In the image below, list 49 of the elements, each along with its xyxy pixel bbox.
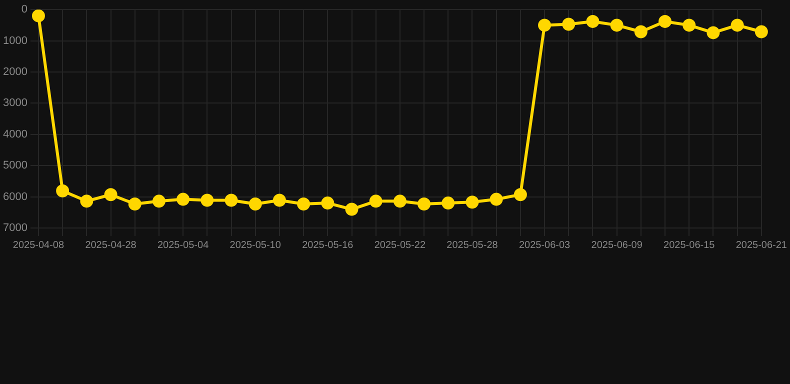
point — [321, 196, 334, 210]
point — [754, 25, 768, 38]
y-tick-label: 2000 — [2, 66, 28, 78]
point — [272, 194, 286, 207]
point — [297, 197, 310, 210]
point — [224, 194, 238, 207]
point — [658, 14, 672, 28]
y-tick-label: 6000 — [2, 190, 28, 203]
x-tick-label: 2025-04-28 — [85, 240, 137, 251]
x-tick-label: 2025-05-28 — [446, 240, 498, 251]
point — [418, 197, 431, 210]
point — [104, 188, 118, 202]
point — [442, 196, 455, 210]
point — [514, 188, 527, 202]
point — [730, 18, 744, 32]
point — [152, 194, 166, 208]
point — [393, 194, 406, 208]
point — [345, 202, 358, 216]
x-tick-label: 2025-05-10 — [230, 240, 282, 251]
x-tick-label: 2025-04-08 — [12, 240, 64, 251]
y-tick-label: 4000 — [2, 128, 28, 140]
point — [490, 192, 503, 206]
x-tick-label: 2025-05-04 — [157, 240, 210, 251]
y-tick-label: 3000 — [2, 97, 28, 110]
x-tick-label: 2025-06-21 — [736, 240, 788, 251]
point — [369, 194, 382, 208]
point — [200, 194, 214, 207]
x-tick-label: 2025-05-16 — [302, 240, 354, 251]
y-tick-label: 5000 — [2, 160, 28, 172]
x-tick-label: 2025-06-09 — [591, 240, 643, 251]
point — [562, 18, 576, 31]
y-tick-label: 7000 — [2, 222, 28, 234]
x-tick-label: 2025-06-03 — [518, 240, 571, 251]
point — [610, 18, 624, 32]
point — [586, 14, 600, 28]
x-tick-label: 2025-06-15 — [664, 240, 716, 251]
y-tick-label: 0 — [21, 4, 28, 16]
point — [80, 194, 94, 208]
point — [56, 184, 70, 198]
point — [706, 26, 720, 40]
point — [538, 18, 552, 32]
point — [466, 196, 479, 209]
point — [248, 197, 262, 210]
x-tick-label: 2025-05-22 — [374, 240, 426, 251]
point — [682, 18, 696, 32]
point — [176, 192, 190, 206]
point — [634, 25, 648, 38]
y-tick-label: 1000 — [2, 34, 28, 47]
point — [128, 197, 142, 210]
